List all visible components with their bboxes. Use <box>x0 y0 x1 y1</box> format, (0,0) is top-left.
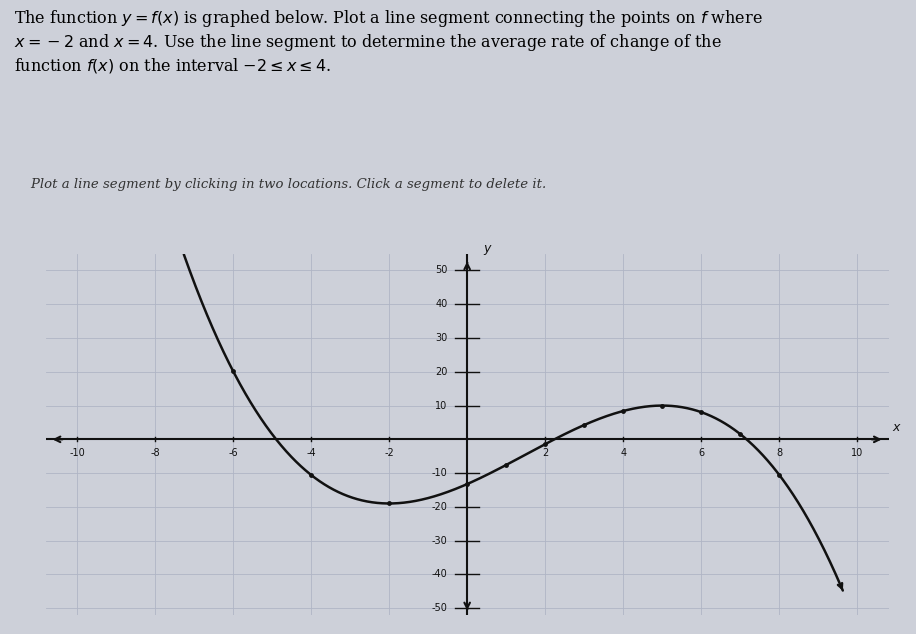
Text: -2: -2 <box>384 448 394 458</box>
Text: 8: 8 <box>776 448 782 458</box>
Text: -20: -20 <box>431 502 448 512</box>
Text: -6: -6 <box>228 448 238 458</box>
Text: $x$: $x$ <box>892 421 902 434</box>
Text: 4: 4 <box>620 448 627 458</box>
Text: -8: -8 <box>150 448 160 458</box>
Text: 50: 50 <box>435 266 448 276</box>
Text: Plot a line segment by clicking in two locations. Click a segment to delete it.: Plot a line segment by clicking in two l… <box>14 178 546 191</box>
Text: 6: 6 <box>698 448 704 458</box>
Text: -10: -10 <box>432 468 448 478</box>
Text: $y$: $y$ <box>483 243 493 257</box>
Text: 30: 30 <box>435 333 448 343</box>
Text: -50: -50 <box>431 603 448 613</box>
Text: The function $y = f(x)$ is graphed below. Plot a line segment connecting the poi: The function $y = f(x)$ is graphed below… <box>14 8 762 75</box>
Text: -4: -4 <box>306 448 316 458</box>
Text: 2: 2 <box>542 448 549 458</box>
Text: 40: 40 <box>435 299 448 309</box>
Text: -30: -30 <box>432 536 448 546</box>
Text: 20: 20 <box>435 367 448 377</box>
Text: 10: 10 <box>435 401 448 411</box>
Text: 10: 10 <box>851 448 864 458</box>
Text: -10: -10 <box>69 448 85 458</box>
Text: -40: -40 <box>432 569 448 579</box>
